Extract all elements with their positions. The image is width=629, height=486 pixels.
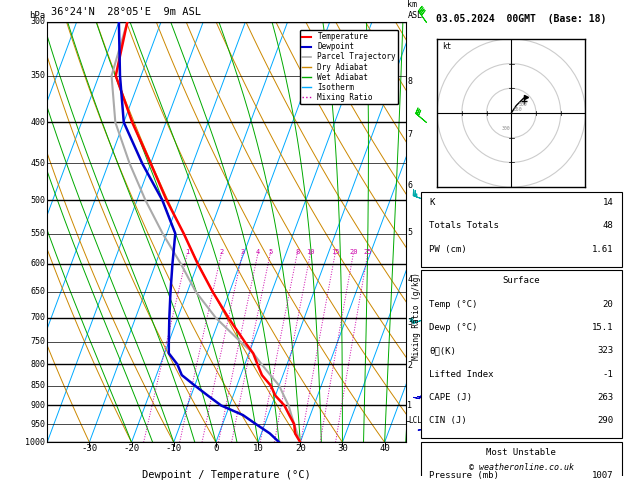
Legend: Temperature, Dewpoint, Parcel Trajectory, Dry Adiabat, Wet Adiabat, Isotherm, Mi: Temperature, Dewpoint, Parcel Trajectory… <box>300 30 398 104</box>
Text: 5: 5 <box>269 249 273 255</box>
Text: -1: -1 <box>603 370 613 379</box>
Text: 15.1: 15.1 <box>592 323 613 332</box>
Text: 6: 6 <box>408 181 413 190</box>
Text: 700: 700 <box>30 313 45 322</box>
Text: 1.61: 1.61 <box>592 244 613 254</box>
Text: 323: 323 <box>597 347 613 355</box>
Text: 300: 300 <box>501 126 510 131</box>
Text: 500: 500 <box>519 102 527 106</box>
Text: 850: 850 <box>514 106 522 111</box>
Bar <box>421 442 621 486</box>
Bar <box>421 270 621 438</box>
Text: © weatheronline.co.uk: © weatheronline.co.uk <box>469 463 574 471</box>
Text: 950: 950 <box>30 420 45 429</box>
Text: 1: 1 <box>408 401 413 410</box>
Text: 0: 0 <box>213 444 219 453</box>
Text: 800: 800 <box>30 360 45 369</box>
Text: 1: 1 <box>186 249 190 255</box>
Text: 8: 8 <box>408 77 413 86</box>
Text: 263: 263 <box>597 393 613 402</box>
Text: 8: 8 <box>296 249 299 255</box>
Text: -10: -10 <box>165 444 182 453</box>
Text: 4: 4 <box>408 275 413 284</box>
Text: θᴄ(K): θᴄ(K) <box>429 347 456 355</box>
Text: K: K <box>429 198 435 207</box>
Text: 3: 3 <box>408 318 413 327</box>
Text: 20: 20 <box>349 249 358 255</box>
Text: 30: 30 <box>337 444 348 453</box>
Text: 350: 350 <box>30 71 45 80</box>
Text: 650: 650 <box>30 287 45 296</box>
Text: 850: 850 <box>30 381 45 390</box>
Text: 5: 5 <box>408 228 413 237</box>
Text: -30: -30 <box>81 444 97 453</box>
Text: 48: 48 <box>603 221 613 230</box>
Text: -20: -20 <box>123 444 140 453</box>
Text: Totals Totals: Totals Totals <box>429 221 499 230</box>
Text: 300: 300 <box>30 17 45 26</box>
Text: 25: 25 <box>364 249 372 255</box>
Text: Mixing Ratio (g/kg): Mixing Ratio (g/kg) <box>412 272 421 360</box>
Text: Temp (°C): Temp (°C) <box>429 300 477 309</box>
Text: 4: 4 <box>256 249 260 255</box>
Text: Dewp (°C): Dewp (°C) <box>429 323 477 332</box>
Text: PW (cm): PW (cm) <box>429 244 467 254</box>
Text: Most Unstable: Most Unstable <box>486 448 556 457</box>
Text: Lifted Index: Lifted Index <box>429 370 494 379</box>
Text: 450: 450 <box>30 159 45 168</box>
Text: CIN (J): CIN (J) <box>429 417 467 425</box>
Text: 20: 20 <box>295 444 306 453</box>
Text: 2: 2 <box>408 361 413 370</box>
Text: 7: 7 <box>408 130 413 139</box>
Text: 03.05.2024  00GMT  (Base: 18): 03.05.2024 00GMT (Base: 18) <box>436 15 606 24</box>
Text: 750: 750 <box>30 337 45 347</box>
Text: 290: 290 <box>597 417 613 425</box>
Text: 3: 3 <box>241 249 245 255</box>
Text: 500: 500 <box>30 196 45 205</box>
Text: hPa: hPa <box>30 11 45 20</box>
Text: 2: 2 <box>220 249 224 255</box>
Text: 10: 10 <box>253 444 264 453</box>
Text: Pressure (mb): Pressure (mb) <box>429 471 499 481</box>
Text: 36°24'N  28°05'E  9m ASL: 36°24'N 28°05'E 9m ASL <box>51 7 201 17</box>
Text: 400: 400 <box>30 118 45 127</box>
Text: 600: 600 <box>30 260 45 268</box>
Bar <box>421 192 621 267</box>
Text: 20: 20 <box>603 300 613 309</box>
Text: 550: 550 <box>30 229 45 238</box>
Text: CAPE (J): CAPE (J) <box>429 393 472 402</box>
Text: 14: 14 <box>603 198 613 207</box>
Text: 1000: 1000 <box>25 438 45 447</box>
Text: 900: 900 <box>30 401 45 410</box>
Text: 10: 10 <box>306 249 315 255</box>
Text: Surface: Surface <box>503 277 540 285</box>
Text: 1007: 1007 <box>592 471 613 481</box>
Text: km
ASL: km ASL <box>408 0 423 20</box>
Text: 15: 15 <box>331 249 340 255</box>
Text: Dewpoint / Temperature (°C): Dewpoint / Temperature (°C) <box>142 469 311 480</box>
Text: 40: 40 <box>379 444 390 453</box>
Text: LCL: LCL <box>409 416 423 425</box>
Text: kt: kt <box>442 42 452 51</box>
